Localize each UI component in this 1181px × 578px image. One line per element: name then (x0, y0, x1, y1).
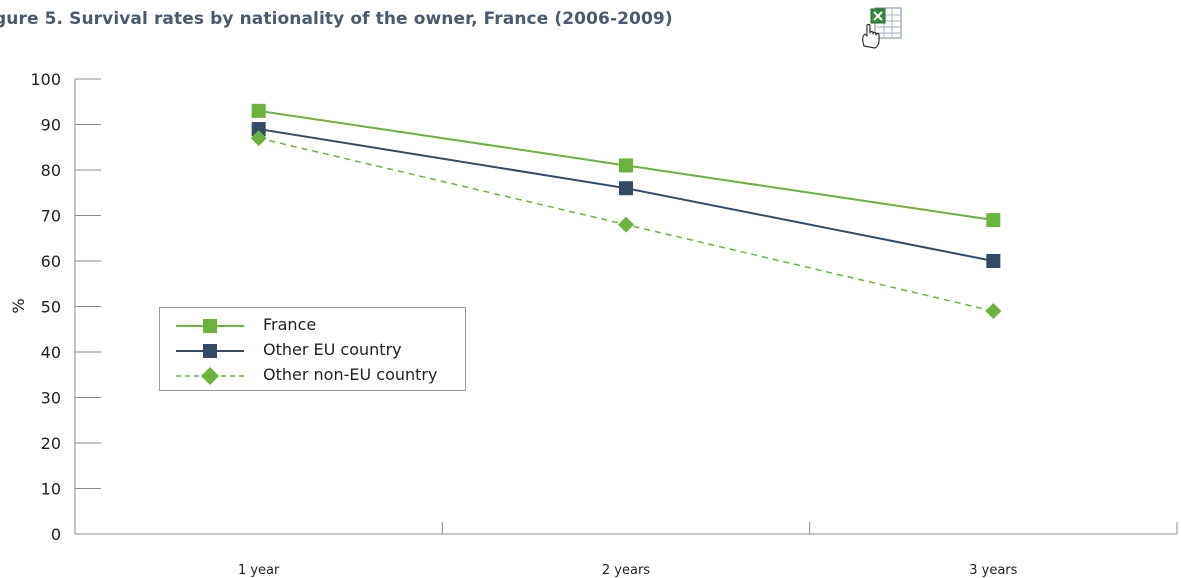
legend-item-france: France (160, 314, 465, 336)
y-tick-label: 50 (41, 298, 61, 317)
data-point-other-eu (986, 254, 1001, 268)
chart-title: gure 5. Survival rates by nationality of… (0, 9, 673, 29)
legend-label-france: France (263, 315, 317, 334)
data-point-france (619, 158, 633, 173)
y-tick-label: 60 (41, 252, 61, 271)
y-tick-label: 90 (41, 116, 61, 135)
data-point-other-non-eu (618, 216, 634, 233)
y-tick-label: 30 (41, 389, 61, 408)
data-point-other-non-eu (250, 130, 267, 147)
legend-label-other-non-eu: Other non-EU country (263, 365, 438, 384)
legend-swatch-other-eu (176, 344, 244, 358)
legend-item-other-eu: Other EU country (160, 339, 465, 361)
y-tick-label: 100 (30, 70, 61, 89)
y-tick-label: 20 (41, 434, 61, 453)
legend-label-other-eu: Other EU country (263, 340, 402, 359)
x-tick-label: 1 year (238, 563, 280, 578)
x-tick-label: 2 years (602, 563, 650, 578)
y-axis-label: % (9, 298, 28, 313)
data-point-other-non-eu (985, 303, 1002, 320)
chart-legend: France Other EU country Other non-EU cou… (159, 307, 466, 391)
y-tick-label: 0 (51, 525, 61, 544)
y-tick-label: 70 (41, 207, 61, 226)
data-point-other-eu (251, 122, 266, 137)
x-tick-label: 3 years (969, 563, 1017, 578)
data-point-france (251, 103, 266, 118)
legend-item-other-non-eu: Other non-EU country (160, 364, 465, 386)
legend-swatch-other-non-eu (176, 367, 244, 385)
y-tick-label: 10 (41, 480, 61, 499)
excel-export-icon[interactable] (858, 6, 906, 50)
data-point-other-eu (619, 181, 633, 196)
y-tick-label: 80 (41, 161, 61, 180)
data-point-france (986, 213, 1001, 228)
legend-swatch-france (176, 319, 244, 333)
y-tick-label: 40 (41, 343, 61, 362)
